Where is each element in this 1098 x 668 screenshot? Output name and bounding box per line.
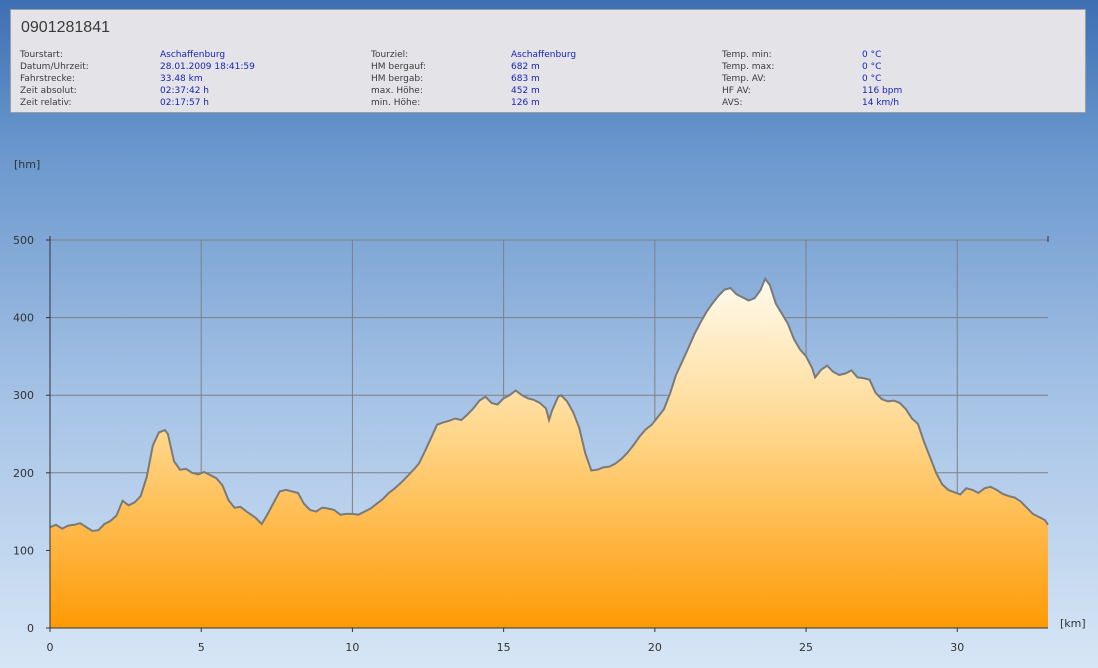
y-tick-label: 300 — [13, 389, 34, 402]
info-row-zeit-relativ: Zeit relativ: 02:17:57 h — [20, 97, 320, 109]
info-value: 682 m — [511, 62, 540, 72]
x-tick-label: 15 — [497, 641, 511, 654]
info-row-min-hoehe: min. Höhe: 126 m — [371, 97, 671, 109]
info-row-tourziel: Tourziel: Aschaffenburg — [371, 49, 671, 61]
y-tick-label: 100 — [13, 544, 34, 557]
info-label: Temp. min: — [722, 50, 772, 60]
y-tick-label: 0 — [27, 622, 34, 635]
info-label: Fahrstrecke: — [20, 74, 75, 84]
info-row-tourstart: Tourstart: Aschaffenburg — [20, 49, 320, 61]
info-row-max-hoehe: max. Höhe: 452 m — [371, 85, 671, 97]
info-label: max. Höhe: — [371, 86, 423, 96]
info-value: 116 bpm — [862, 86, 903, 96]
info-label: Zeit relativ: — [20, 98, 72, 108]
tour-title: 0901281841 — [21, 19, 110, 36]
info-row-hm-bergab: HM bergab: 683 m — [371, 73, 671, 85]
info-value: 683 m — [511, 74, 540, 84]
info-row-datum: Datum/Uhrzeit: 28.01.2009 18:41:59 — [20, 61, 320, 73]
info-label: Temp. AV: — [722, 74, 766, 84]
info-value: Aschaffenburg — [511, 50, 577, 60]
info-value: 126 m — [511, 98, 540, 108]
y-tick-label: 200 — [13, 467, 34, 480]
info-label: Tourziel: — [371, 50, 409, 60]
x-tick-label: 20 — [648, 641, 662, 654]
info-value: 33.48 km — [160, 74, 203, 84]
y-tick-label: 400 — [13, 312, 34, 325]
info-label: Temp. max: — [722, 62, 775, 72]
info-label: HM bergab: — [371, 74, 424, 84]
info-value: 452 m — [511, 86, 540, 96]
chart-axes — [46, 236, 1049, 632]
info-row-temp-av: Temp. AV: 0 °C — [722, 73, 1022, 85]
x-tick-label: 5 — [198, 641, 205, 654]
tour-info-panel: 0901281841 Tourstart: Aschaffenburg Datum… — [10, 9, 1086, 113]
info-value: 14 km/h — [862, 98, 900, 108]
info-row-hf-av: HF AV: 116 bpm — [722, 85, 1022, 97]
y-tick-label: 500 — [13, 234, 34, 247]
info-row-zeit-absolut: Zeit absolut: 02:37:42 h — [20, 85, 320, 97]
elevation-area — [50, 278, 1048, 628]
info-value: 0 °C — [862, 62, 882, 72]
info-column-start: Tourstart: Aschaffenburg Datum/Uhrzeit: 28… — [20, 49, 320, 109]
info-label: Datum/Uhrzeit: — [20, 62, 89, 72]
info-column-ziel: Tourziel: Aschaffenburg HM bergauf: 682 m … — [371, 49, 671, 109]
info-label: Tourstart: — [20, 50, 63, 60]
info-row-avs: AVS: 14 km/h — [722, 97, 1022, 109]
info-row-fahrstrecke: Fahrstrecke: 33.48 km — [20, 73, 320, 85]
info-label: AVS: — [722, 98, 743, 108]
info-row-hm-bergauf: HM bergauf: 682 m — [371, 61, 671, 73]
info-value: 02:37:42 h — [160, 86, 209, 96]
x-tick-label: 25 — [799, 641, 813, 654]
x-axis-unit-label: [km] — [1060, 617, 1086, 630]
info-value: 28.01.2009 18:41:59 — [160, 62, 255, 72]
info-label: HF AV: — [722, 86, 751, 96]
info-value: Aschaffenburg — [160, 50, 226, 60]
x-tick-label: 30 — [950, 641, 964, 654]
elevation-profile-line — [49, 276, 1049, 533]
info-column-stats: Temp. min: 0 °C Temp. max: 0 °C Temp. AV: 0… — [722, 49, 1022, 109]
x-tick-label: 0 — [47, 641, 54, 654]
info-label: Zeit absolut: — [20, 86, 77, 96]
info-label: HM bergauf: — [371, 62, 426, 72]
info-row-temp-min: Temp. min: 0 °C — [722, 49, 1022, 61]
x-tick-label: 10 — [345, 641, 359, 654]
y-axis-unit-label: [hm] — [14, 158, 40, 171]
info-value: 0 °C — [862, 74, 882, 84]
info-value: 0 °C — [862, 50, 882, 60]
info-row-temp-max: Temp. max: 0 °C — [722, 61, 1022, 73]
info-label: min. Höhe: — [371, 98, 421, 108]
info-value: 02:17:57 h — [160, 98, 209, 108]
